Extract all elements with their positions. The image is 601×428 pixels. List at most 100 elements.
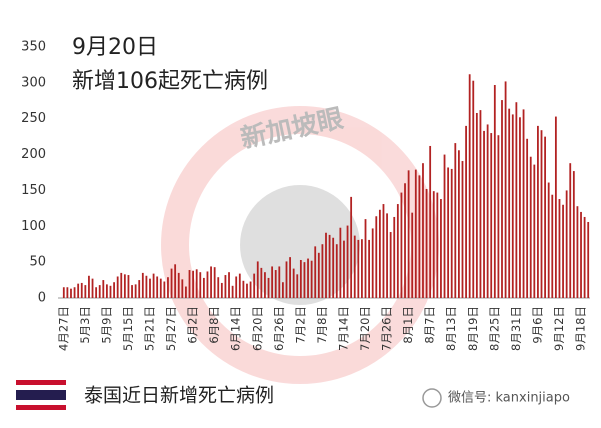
bar <box>569 163 572 298</box>
y-tick-label: 0 <box>38 291 46 306</box>
wechat-icon <box>422 388 442 408</box>
bar <box>91 278 94 298</box>
bar <box>343 240 345 298</box>
bar <box>170 268 173 298</box>
bar <box>519 117 521 298</box>
bar <box>120 272 123 298</box>
bar <box>407 170 410 298</box>
bar <box>501 100 503 298</box>
bar <box>289 257 291 298</box>
bar <box>80 282 83 298</box>
x-tick-label: 6月2日 <box>186 306 200 344</box>
bar <box>98 285 101 298</box>
bar <box>307 258 309 298</box>
bar <box>123 274 126 298</box>
x-tick-label: 7月8日 <box>315 306 329 344</box>
bar <box>450 168 453 298</box>
y-tick-label: 350 <box>21 40 46 55</box>
bar <box>134 284 137 298</box>
x-tick-label: 7月2日 <box>293 306 307 344</box>
bar <box>264 272 266 298</box>
y-tick-label: 300 <box>21 75 46 90</box>
bar <box>554 116 557 298</box>
bar <box>511 114 514 298</box>
bar <box>202 277 205 298</box>
bar <box>274 270 277 298</box>
bar <box>368 239 371 298</box>
bar <box>321 244 324 298</box>
bar <box>508 108 511 298</box>
chart-subtitle: 新增106起死亡病例 <box>72 69 268 94</box>
x-tick-label: 7月14日 <box>336 306 350 351</box>
bar <box>472 80 475 298</box>
x-tick-label: 6月20日 <box>250 306 264 351</box>
x-tick-label: 8月13日 <box>444 306 458 351</box>
bar <box>339 227 342 298</box>
bar <box>267 277 270 298</box>
bar <box>457 150 460 298</box>
footer-caption: 泰国近日新增死亡病例 <box>84 385 274 407</box>
bar <box>526 138 529 298</box>
bar <box>88 275 90 298</box>
bar <box>353 235 356 298</box>
bar <box>522 109 525 299</box>
bar <box>131 285 133 298</box>
bar <box>404 183 406 298</box>
bar <box>285 261 288 298</box>
bar <box>73 287 76 298</box>
bar <box>425 188 428 298</box>
bar <box>544 136 547 298</box>
bar <box>281 282 284 298</box>
bar <box>292 268 295 298</box>
bar <box>224 275 227 298</box>
bar <box>195 269 198 298</box>
bar <box>504 81 507 299</box>
bar <box>490 133 493 298</box>
bar <box>357 239 360 298</box>
bar <box>149 278 151 298</box>
bar <box>303 262 306 298</box>
x-tick-label: 8月25日 <box>487 306 501 351</box>
x-tick-label: 5月15日 <box>121 306 135 351</box>
y-tick-label: 250 <box>21 111 46 126</box>
bar <box>213 267 216 298</box>
bar <box>447 167 450 298</box>
x-tick-label: 8月7日 <box>423 306 437 344</box>
bar <box>325 232 327 298</box>
bar <box>314 246 317 298</box>
bar <box>70 288 72 298</box>
bar <box>299 259 302 298</box>
bar <box>235 276 238 298</box>
bar <box>515 102 518 298</box>
x-tick-label: 9月18日 <box>574 306 588 351</box>
bar <box>95 287 98 298</box>
bar <box>217 277 220 298</box>
bar <box>220 282 223 298</box>
bar <box>429 145 432 298</box>
bar <box>386 213 388 298</box>
bar <box>278 266 281 298</box>
y-tick-label: 50 <box>29 255 46 270</box>
bar <box>432 191 435 298</box>
bar <box>350 196 353 298</box>
bar <box>109 285 112 298</box>
bar <box>587 221 590 298</box>
bar <box>440 199 442 298</box>
bar <box>393 216 396 298</box>
bar <box>558 199 561 298</box>
bar <box>479 110 482 298</box>
bar <box>210 266 212 298</box>
bar <box>328 234 331 298</box>
bar <box>192 270 195 298</box>
wechat-id: 微信号: kanxinjiapo <box>448 391 570 406</box>
x-tick-label: 5月3日 <box>78 306 92 344</box>
bar <box>493 85 496 298</box>
bar <box>580 211 582 298</box>
bar <box>174 264 177 298</box>
bar <box>562 204 564 298</box>
bar <box>102 280 105 298</box>
y-tick-label: 200 <box>21 147 46 162</box>
bar <box>256 261 259 298</box>
x-tick-label: 8月1日 <box>401 306 415 344</box>
